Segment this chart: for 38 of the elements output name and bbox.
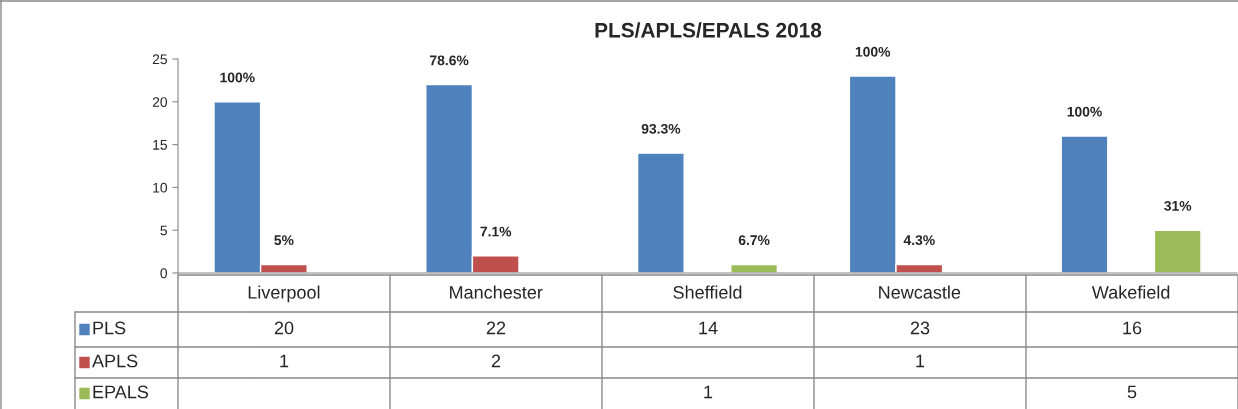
data-label: 2 — [491, 354, 501, 368]
bar — [1060, 135, 1109, 273]
data-label: 20 — [274, 321, 294, 335]
x-tick-label: Liverpool — [248, 285, 320, 303]
legend-label: PLS — [93, 321, 126, 335]
bar — [1153, 229, 1202, 273]
annotation: 4.3% — [903, 235, 935, 246]
bar — [636, 152, 685, 273]
data-label: 1 — [916, 354, 925, 368]
annotation: 31% — [1164, 200, 1192, 211]
annotation: 5% — [274, 235, 294, 246]
annotation: 100% — [1067, 106, 1102, 117]
data-label: 22 — [486, 321, 506, 335]
annotation: 7.1% — [480, 226, 512, 237]
y-tick-label: 25 — [152, 54, 167, 65]
data-label: 5 — [1127, 385, 1137, 399]
chart-title: PLS/APLS/EPALS 2018 — [595, 22, 822, 38]
x-tick-label: Newcastle — [879, 285, 961, 299]
data-label: 16 — [1123, 321, 1142, 335]
y-tick-label: 20 — [152, 97, 168, 107]
y-tick-label: 15 — [153, 140, 167, 150]
annotation: 100% — [220, 72, 255, 83]
y-tick-label: 5 — [160, 225, 167, 236]
annotation: 6.7% — [738, 235, 770, 246]
data-label: 1 — [704, 385, 713, 399]
annotation: 78.6% — [430, 55, 469, 66]
x-tick-label: Wakefield — [1091, 285, 1170, 299]
text: 100% — [855, 46, 891, 57]
y-tick-label: 10 — [153, 182, 168, 193]
data-label: 23 — [910, 321, 930, 335]
legend-label: EPALS — [93, 385, 149, 399]
data-label: 1 — [280, 354, 289, 368]
legend-label: APLS — [92, 354, 138, 368]
y-tick-label: 0 — [160, 268, 168, 279]
annotation: 93.3% — [641, 123, 681, 134]
x-tick-label: Sheffield — [673, 285, 742, 299]
data-label: 14 — [699, 321, 718, 335]
x-tick-label: Manchester — [450, 285, 543, 299]
